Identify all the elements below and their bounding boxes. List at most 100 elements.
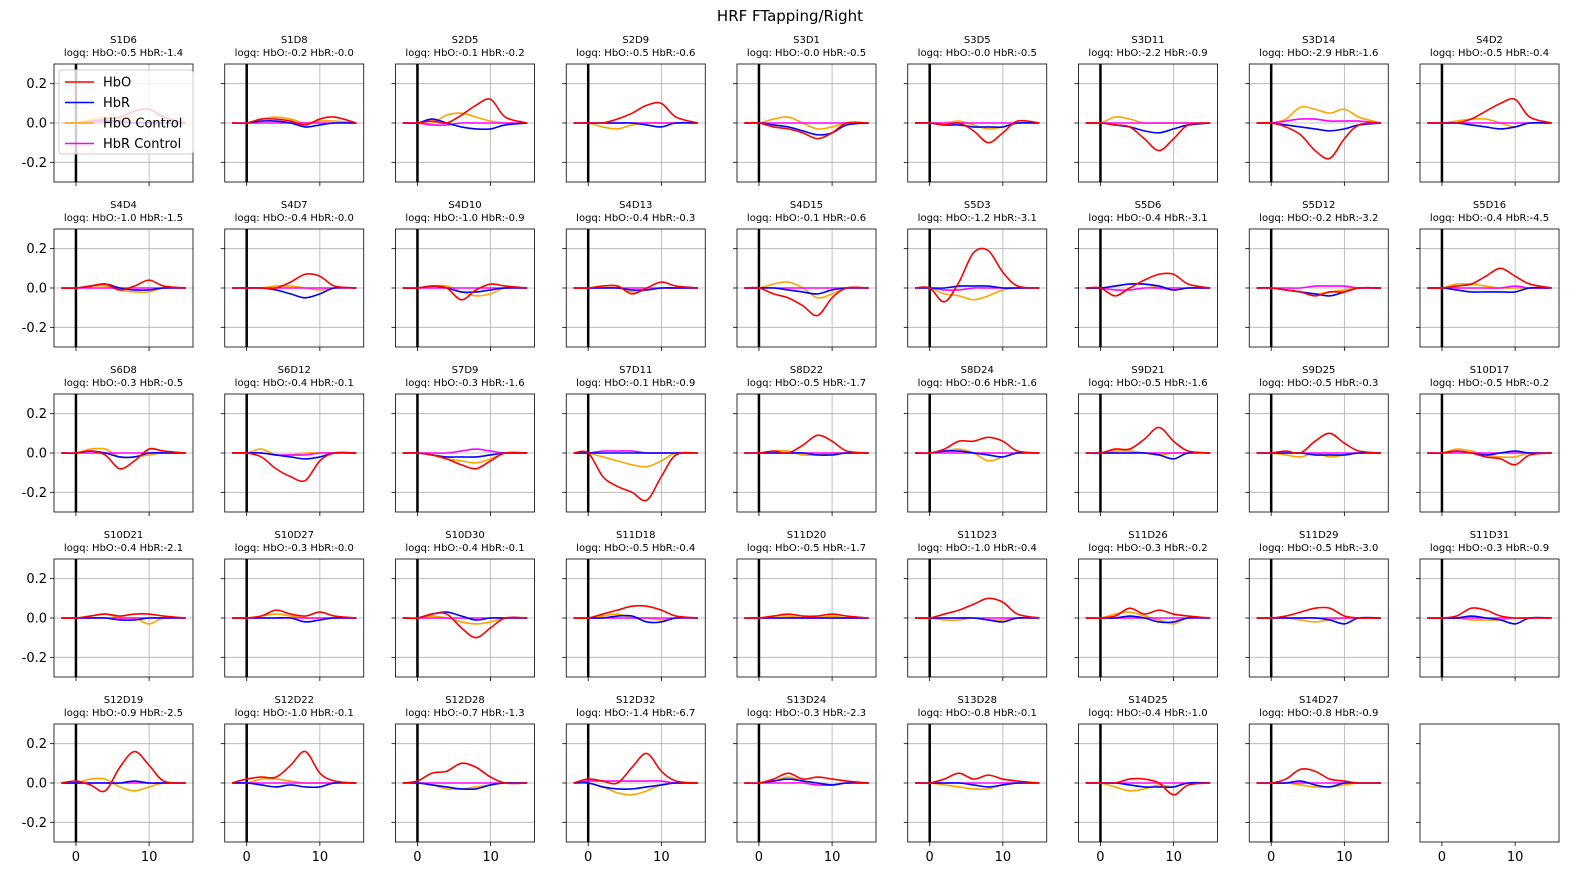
subplot-subtitle: logq: HbO:-1.0 HbR:-0.4 — [918, 543, 1037, 554]
x-tick-label: 0 — [1096, 850, 1104, 865]
series-line — [1427, 450, 1552, 466]
subplot: S12D32 logq: HbO:-1.4 HbR:-6.7 0 10 — [562, 695, 706, 865]
legend-label: HbO — [103, 76, 131, 91]
axes-frame — [1419, 63, 1560, 183]
series-line — [915, 782, 1040, 788]
subplot-subtitle: logq: HbO:-0.8 HbR:-0.9 — [1259, 708, 1378, 719]
series-line — [1085, 283, 1211, 291]
x-tick-label: 0 — [755, 850, 763, 865]
series-line — [915, 772, 1040, 785]
series-line — [232, 273, 357, 290]
subplot-title: S3D5 — [964, 35, 991, 46]
x-tick-label: 10 — [1165, 850, 1182, 865]
subplot-title: S4D15 — [790, 200, 823, 211]
axes-frame — [395, 393, 535, 513]
axes-frame — [53, 558, 194, 678]
series-line — [1085, 777, 1211, 796]
subplot: S3D14 logq: HbO:-2.9 HbR:-1.6 — [1245, 35, 1389, 186]
subplot-subtitle: logq: HbO:-0.3 HbR:-2.3 — [747, 708, 866, 719]
series-line — [573, 752, 699, 785]
y-tick-label: 0.0 — [26, 777, 47, 792]
subplot: S4D15 logq: HbO:-0.1 HbR:-0.6 — [733, 200, 877, 351]
series-line — [402, 611, 528, 621]
subplot: S4D2 logq: HbO:-0.5 HbR:-0.4 — [1416, 35, 1560, 186]
subplot: S2D5 logq: HbO:-0.1 HbR:-0.2 — [391, 35, 535, 186]
series-line — [573, 451, 698, 468]
subplot-title: S8D22 — [790, 365, 823, 376]
subplot-subtitle: logq: HbO:-0.7 HbR:-1.3 — [405, 708, 524, 719]
subplot: S5D12 logq: HbO:-0.2 HbR:-3.2 — [1245, 200, 1389, 351]
series-line — [1085, 272, 1211, 297]
x-tick-label: 0 — [1267, 850, 1275, 865]
subplot-subtitle: logq: HbO:-0.0 HbR:-0.5 — [747, 48, 866, 59]
axes-frame — [224, 228, 365, 348]
series-line — [402, 451, 528, 470]
series-line — [232, 609, 357, 619]
series-line — [1256, 767, 1381, 785]
subplot-title: S11D20 — [787, 530, 827, 541]
axes-frame — [395, 228, 535, 348]
series-line — [1256, 432, 1382, 455]
x-tick-label: 10 — [141, 850, 158, 865]
subplot-title: S11D29 — [1299, 530, 1339, 541]
series-line — [1085, 451, 1211, 460]
subplot: S3D5 logq: HbO:-0.0 HbR:-0.5 — [903, 35, 1048, 186]
axes-frame — [1248, 393, 1389, 513]
subplot: S3D1 logq: HbO:-0.0 HbR:-0.5 — [733, 35, 877, 186]
subplot-title: S4D7 — [281, 200, 308, 211]
subplot: S1D8 logq: HbO:-0.2 HbR:-0.0 — [220, 35, 365, 186]
series-line — [915, 597, 1040, 620]
subplot-title: S2D9 — [622, 35, 649, 46]
x-tick-label: 10 — [824, 850, 841, 865]
subplot-subtitle: logq: HbO:-0.3 HbR:-0.2 — [1088, 543, 1207, 554]
series-line — [61, 780, 186, 784]
series-line — [1085, 122, 1211, 152]
series-line — [1427, 267, 1552, 289]
x-tick-label: 0 — [243, 850, 251, 865]
subplot-subtitle: logq: HbO:-0.2 HbR:-0.0 — [235, 48, 354, 59]
subplot-title: S3D1 — [793, 35, 820, 46]
subplot-subtitle: logq: HbO:-0.1 HbR:-0.9 — [576, 378, 695, 389]
subplot-title: S5D12 — [1302, 200, 1335, 211]
subplot: S6D12 logq: HbO:-0.4 HbR:-0.1 — [220, 365, 365, 516]
subplot: S8D24 logq: HbO:-0.6 HbR:-1.6 — [903, 365, 1048, 516]
subplot: S4D10 logq: HbO:-1.0 HbR:-0.9 — [391, 200, 535, 351]
series-line — [915, 247, 1040, 303]
axes-frame — [1248, 558, 1389, 678]
subplot-title: S6D12 — [278, 365, 311, 376]
legend-label: HbO Control — [103, 117, 182, 132]
y-tick-label: -0.2 — [22, 651, 47, 666]
series-line — [1256, 286, 1381, 297]
axes-frame — [1078, 228, 1218, 348]
subplot-title: S5D16 — [1473, 200, 1506, 211]
series-line — [61, 447, 186, 470]
subplot-title: S9D25 — [1302, 365, 1335, 376]
subplot: S6D8 logq: HbO:-0.3 HbR:-0.5 -0.2 0.0 0.2 — [22, 365, 194, 516]
axes-frame — [907, 558, 1048, 678]
subplot-title: S3D14 — [1302, 35, 1335, 46]
x-tick-label: 0 — [926, 850, 934, 865]
subplot: S3D11 logq: HbO:-2.2 HbR:-0.9 — [1074, 35, 1218, 186]
y-tick-label: -0.2 — [22, 321, 47, 336]
axes-frame — [565, 228, 706, 348]
x-tick-label: 10 — [1507, 850, 1524, 865]
subplot-subtitle: logq: HbO:-0.4 HbR:-3.1 — [1088, 213, 1207, 224]
series-line — [1256, 121, 1382, 160]
series-line — [1427, 607, 1552, 619]
subplot-subtitle: logq: HbO:-0.2 HbR:-3.2 — [1259, 213, 1378, 224]
subplot-title: S12D19 — [104, 695, 144, 706]
subplot-subtitle: logq: HbO:-0.1 HbR:-0.6 — [747, 213, 866, 224]
series-line — [744, 434, 869, 454]
axes-frame — [1248, 63, 1389, 183]
y-tick-label: -0.2 — [22, 156, 47, 171]
subplot: S12D22 logq: HbO:-1.0 HbR:-0.1 0 10 — [220, 695, 365, 865]
subplot-subtitle: logq: HbO:-0.5 HbR:-0.2 — [1430, 378, 1549, 389]
subplot-subtitle: logq: HbO:-0.9 HbR:-2.5 — [64, 708, 183, 719]
axes-frame — [395, 723, 535, 843]
series-line — [744, 772, 869, 785]
subplot-title: S14D25 — [1128, 695, 1168, 706]
subplot-subtitle: logq: HbO:-0.5 HbR:-0.4 — [1430, 48, 1549, 59]
subplot: S14D27 logq: HbO:-0.8 HbR:-0.9 0 10 — [1245, 695, 1389, 865]
subplot-subtitle: logq: HbO:-0.6 HbR:-1.6 — [918, 378, 1037, 389]
